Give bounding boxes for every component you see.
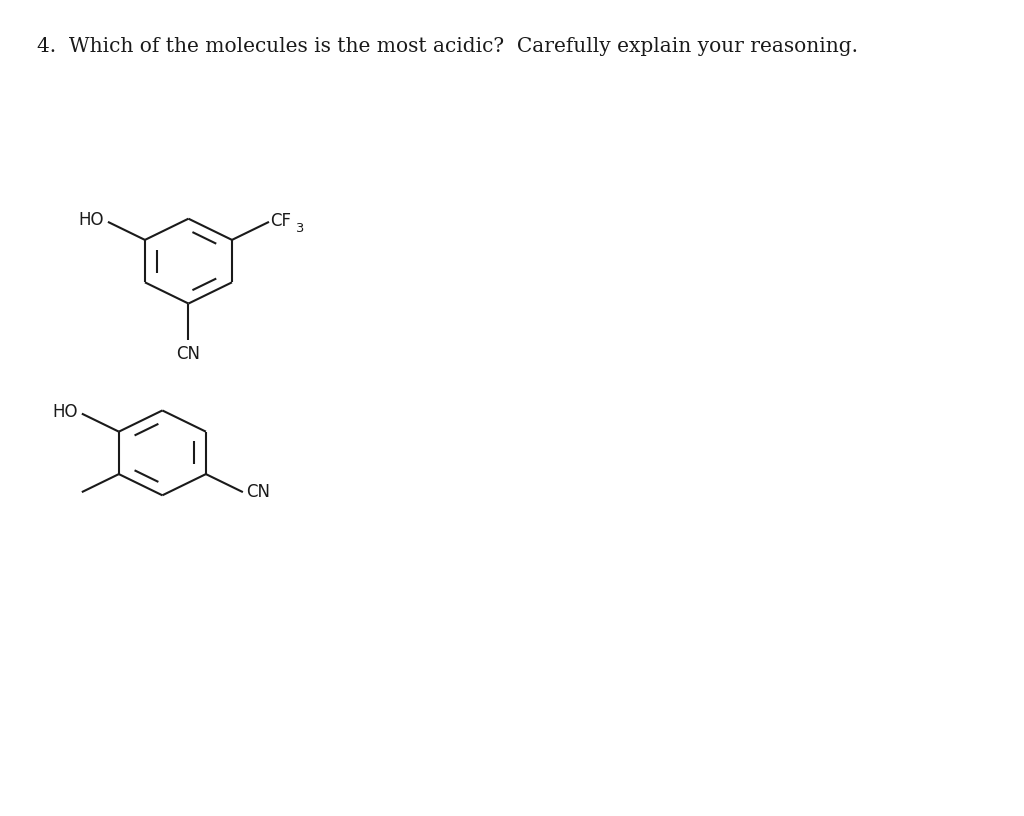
Text: 3: 3 [295, 222, 303, 235]
Text: 4.  Which of the molecules is the most acidic?  Carefully explain your reasoning: 4. Which of the molecules is the most ac… [37, 37, 858, 55]
Text: HO: HO [52, 403, 78, 421]
Text: HO: HO [79, 211, 104, 229]
Text: CN: CN [246, 483, 269, 501]
Text: CF: CF [270, 212, 291, 230]
Text: CN: CN [176, 344, 201, 362]
